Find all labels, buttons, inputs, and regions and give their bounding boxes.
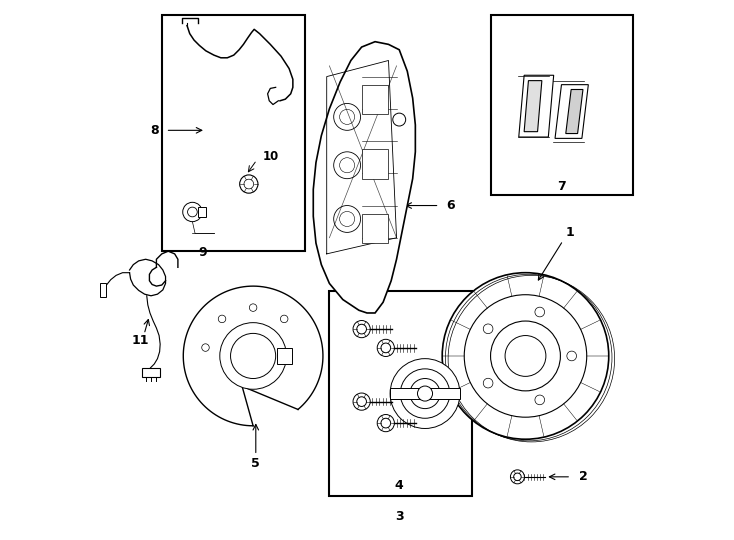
Circle shape [218,315,226,323]
Circle shape [250,304,257,312]
Text: 5: 5 [252,457,260,470]
Bar [277,348,292,364]
Bar [142,368,159,377]
Bar [197,207,206,218]
Bar [390,388,460,399]
Circle shape [567,351,576,361]
Polygon shape [313,42,415,313]
Circle shape [240,175,258,193]
Polygon shape [519,75,553,137]
Text: 9: 9 [199,246,208,259]
Circle shape [410,379,440,409]
Circle shape [334,152,360,179]
Polygon shape [555,85,589,138]
Text: 10: 10 [262,150,278,163]
Bar [362,214,388,243]
Polygon shape [566,90,583,133]
Circle shape [219,322,286,389]
Circle shape [483,324,493,334]
Circle shape [244,179,254,189]
Circle shape [357,397,366,407]
Circle shape [510,470,524,484]
Bar [100,284,106,297]
Circle shape [381,418,390,428]
Circle shape [202,344,209,352]
Circle shape [340,212,355,226]
Polygon shape [524,80,542,132]
Circle shape [340,158,355,173]
Circle shape [334,206,360,232]
Circle shape [353,393,370,410]
Bar [362,149,388,179]
Circle shape [381,343,390,353]
Circle shape [353,321,370,338]
Text: 1: 1 [566,226,575,239]
Circle shape [514,473,521,481]
Circle shape [334,104,360,130]
Circle shape [535,307,545,317]
Circle shape [183,202,202,221]
Bar [362,85,388,114]
Circle shape [535,395,545,405]
Bar [330,292,472,496]
Circle shape [377,415,394,431]
Text: 11: 11 [131,334,149,347]
Text: 6: 6 [446,199,455,212]
Circle shape [393,113,406,126]
Circle shape [280,315,288,323]
Circle shape [483,379,493,388]
Circle shape [464,295,586,417]
Circle shape [357,324,366,334]
Bar [161,15,305,251]
Circle shape [442,273,608,439]
Bar [490,15,633,195]
Circle shape [490,321,560,391]
Circle shape [400,369,450,419]
Circle shape [188,207,197,217]
Text: 8: 8 [150,124,159,137]
Circle shape [230,333,276,379]
Text: 2: 2 [579,470,588,483]
Circle shape [377,339,394,356]
Circle shape [418,386,432,401]
Circle shape [390,359,460,428]
Circle shape [340,110,355,124]
Text: 4: 4 [395,480,404,492]
Text: 7: 7 [557,180,566,193]
Text: 3: 3 [395,510,404,523]
Circle shape [505,335,546,376]
